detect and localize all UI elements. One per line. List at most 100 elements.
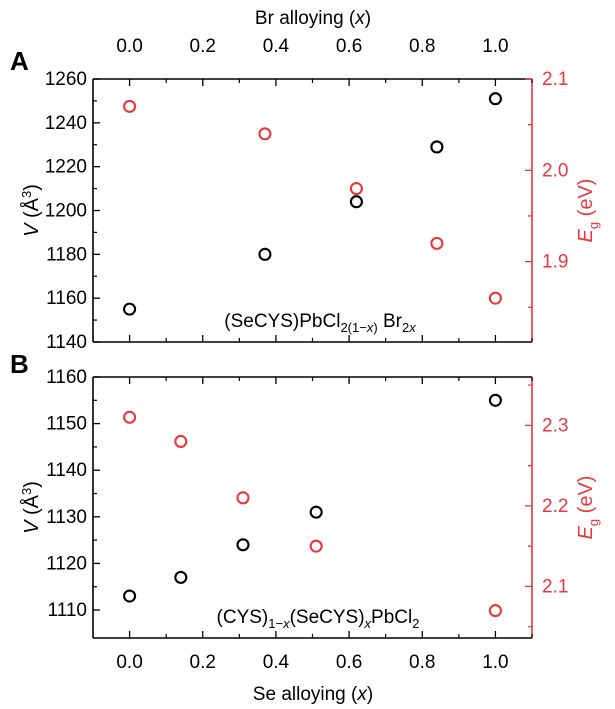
tick-text: 1160 xyxy=(46,367,87,388)
tick-text: 1140 xyxy=(46,460,87,481)
bandgap-point xyxy=(123,99,137,113)
axis-unit: (eV) xyxy=(575,179,597,222)
left-y-tick-label: 1220 xyxy=(45,156,87,177)
axis-symbol: V xyxy=(21,519,43,534)
tick-text: 1220 xyxy=(45,156,87,177)
formula-annotation: (CYS)1−x(SeCYS)xPbCl2 xyxy=(217,607,420,631)
left-y-tick-label: 1110 xyxy=(48,600,87,621)
tick-text: 1260 xyxy=(45,69,87,90)
bandgap-point xyxy=(236,491,250,505)
bandgap-point xyxy=(174,434,188,448)
formula-subscript: 1− xyxy=(268,616,283,631)
bandgap-point xyxy=(488,604,502,618)
formula-subscript-var: x xyxy=(366,320,374,335)
axis-unit: (Å xyxy=(20,494,43,520)
tick-text: 1.0 xyxy=(482,36,508,57)
volume-point xyxy=(430,140,444,154)
tick-text: 0.4 xyxy=(263,652,290,673)
axis-title-var: x xyxy=(356,684,368,705)
formula-part: (SeCYS)PbCl xyxy=(224,311,340,332)
formula-subscript-var: x xyxy=(408,320,416,335)
top-x-tick-label: 0.6 xyxy=(336,36,362,57)
tick-text: 1.0 xyxy=(482,652,508,673)
axis-unit-close: ) xyxy=(21,184,43,191)
left-y-tick-label: 1150 xyxy=(46,413,87,434)
left-y-tick-label: 1240 xyxy=(45,112,87,133)
top-x-tick-label: 1.0 xyxy=(482,36,508,57)
tick-text: 0.2 xyxy=(190,36,216,57)
tick-text: 1130 xyxy=(46,506,87,527)
right-axis-title: Eg (eV) xyxy=(575,476,601,540)
volume-point xyxy=(123,302,137,316)
axis-symbol-subscript: g xyxy=(586,519,601,526)
panel-b: B 1110 1120 1130 1140 1150 1160 2.1 2.2 2.3 V (Å3)… xyxy=(10,349,601,639)
panel-label: A xyxy=(10,46,29,76)
tick-text: 2.0 xyxy=(542,160,568,181)
formula-part: (CYS) xyxy=(217,607,269,628)
axis-title-end: ) xyxy=(365,8,371,29)
right-y-tick-label: 2.0 xyxy=(542,160,568,181)
left-y-tick-label: 1140 xyxy=(46,332,87,353)
bottom-x-tick-label: 0.2 xyxy=(190,652,216,673)
left-axis-title: V (Å3) xyxy=(19,481,43,534)
tick-text: 0.0 xyxy=(116,36,142,57)
axis-symbol: E xyxy=(575,228,597,242)
right-axis-title: Eg (eV) xyxy=(575,179,601,243)
tick-text: 0.4 xyxy=(263,36,290,57)
volume-point xyxy=(488,92,502,106)
bottom-x-tick-label: 0.6 xyxy=(336,652,362,673)
panel-label: B xyxy=(10,349,29,379)
top-x-axis-title: Br alloying (x) xyxy=(255,8,371,29)
right-y-tick-label: 2.1 xyxy=(542,69,568,90)
axis-title-var: x xyxy=(354,8,366,29)
axis-title-text: Se alloying ( xyxy=(253,684,358,705)
formula-part: (SeCYS) xyxy=(290,607,365,628)
volume-point xyxy=(123,589,137,603)
top-x-tick-label: 0.4 xyxy=(263,36,290,57)
bandgap-point xyxy=(123,410,137,424)
left-y-tick-label: 1160 xyxy=(46,288,87,309)
bandgap-point xyxy=(309,539,323,553)
formula-subscript: 2 xyxy=(412,616,419,631)
tick-text: 2.1 xyxy=(542,576,568,597)
tick-text: 0.6 xyxy=(336,652,362,673)
volume-point xyxy=(349,195,363,209)
tick-text: 0.8 xyxy=(409,36,435,57)
tick-text: 1180 xyxy=(46,244,87,265)
left-axis-title: V (Å3) xyxy=(19,184,43,237)
tick-text: 1110 xyxy=(48,600,87,621)
volume-point xyxy=(174,570,188,584)
bottom-x-tick-label: 1.0 xyxy=(482,652,508,673)
formula-subscript-var: x xyxy=(364,616,372,631)
tick-text: 2.1 xyxy=(542,69,568,90)
tick-text: 1.9 xyxy=(542,251,568,272)
bandgap-point xyxy=(258,127,272,141)
right-y-tick-label: 2.3 xyxy=(542,415,568,436)
axis-symbol-subscript: g xyxy=(586,222,601,229)
tick-text: 1160 xyxy=(46,288,87,309)
volume-point xyxy=(309,505,323,519)
left-y-tick-label: 1120 xyxy=(46,553,87,574)
volume-point xyxy=(258,247,272,261)
left-y-tick-label: 1130 xyxy=(46,506,87,527)
tick-text: 0.2 xyxy=(190,652,216,673)
tick-text: 0.6 xyxy=(336,36,362,57)
axis-title-end: ) xyxy=(367,684,373,705)
axis-unit-close: ) xyxy=(21,481,43,488)
formula-annotation: (SeCYS)PbCl2(1−x) Br2x xyxy=(224,311,416,335)
bandgap-point xyxy=(488,291,502,305)
right-y-tick-label: 2.2 xyxy=(542,495,568,516)
bottom-x-tick-label: 0.4 xyxy=(263,652,290,673)
right-y-tick-label: 2.1 xyxy=(542,576,568,597)
axis-symbol: V xyxy=(21,222,43,237)
bottom-x-tick-label: 0.0 xyxy=(116,652,142,673)
formula-subscript: 2 xyxy=(402,320,409,335)
tick-text: 2.2 xyxy=(542,495,568,516)
tick-text: 1140 xyxy=(46,332,87,353)
left-y-tick-label: 1140 xyxy=(46,460,87,481)
formula-part: PbCl xyxy=(371,607,412,628)
top-x-tick-label: 0.0 xyxy=(116,36,142,57)
top-x-tick-label: 0.8 xyxy=(409,36,435,57)
tick-text: 1200 xyxy=(45,200,87,221)
axis-unit-exponent: 3 xyxy=(19,488,34,495)
